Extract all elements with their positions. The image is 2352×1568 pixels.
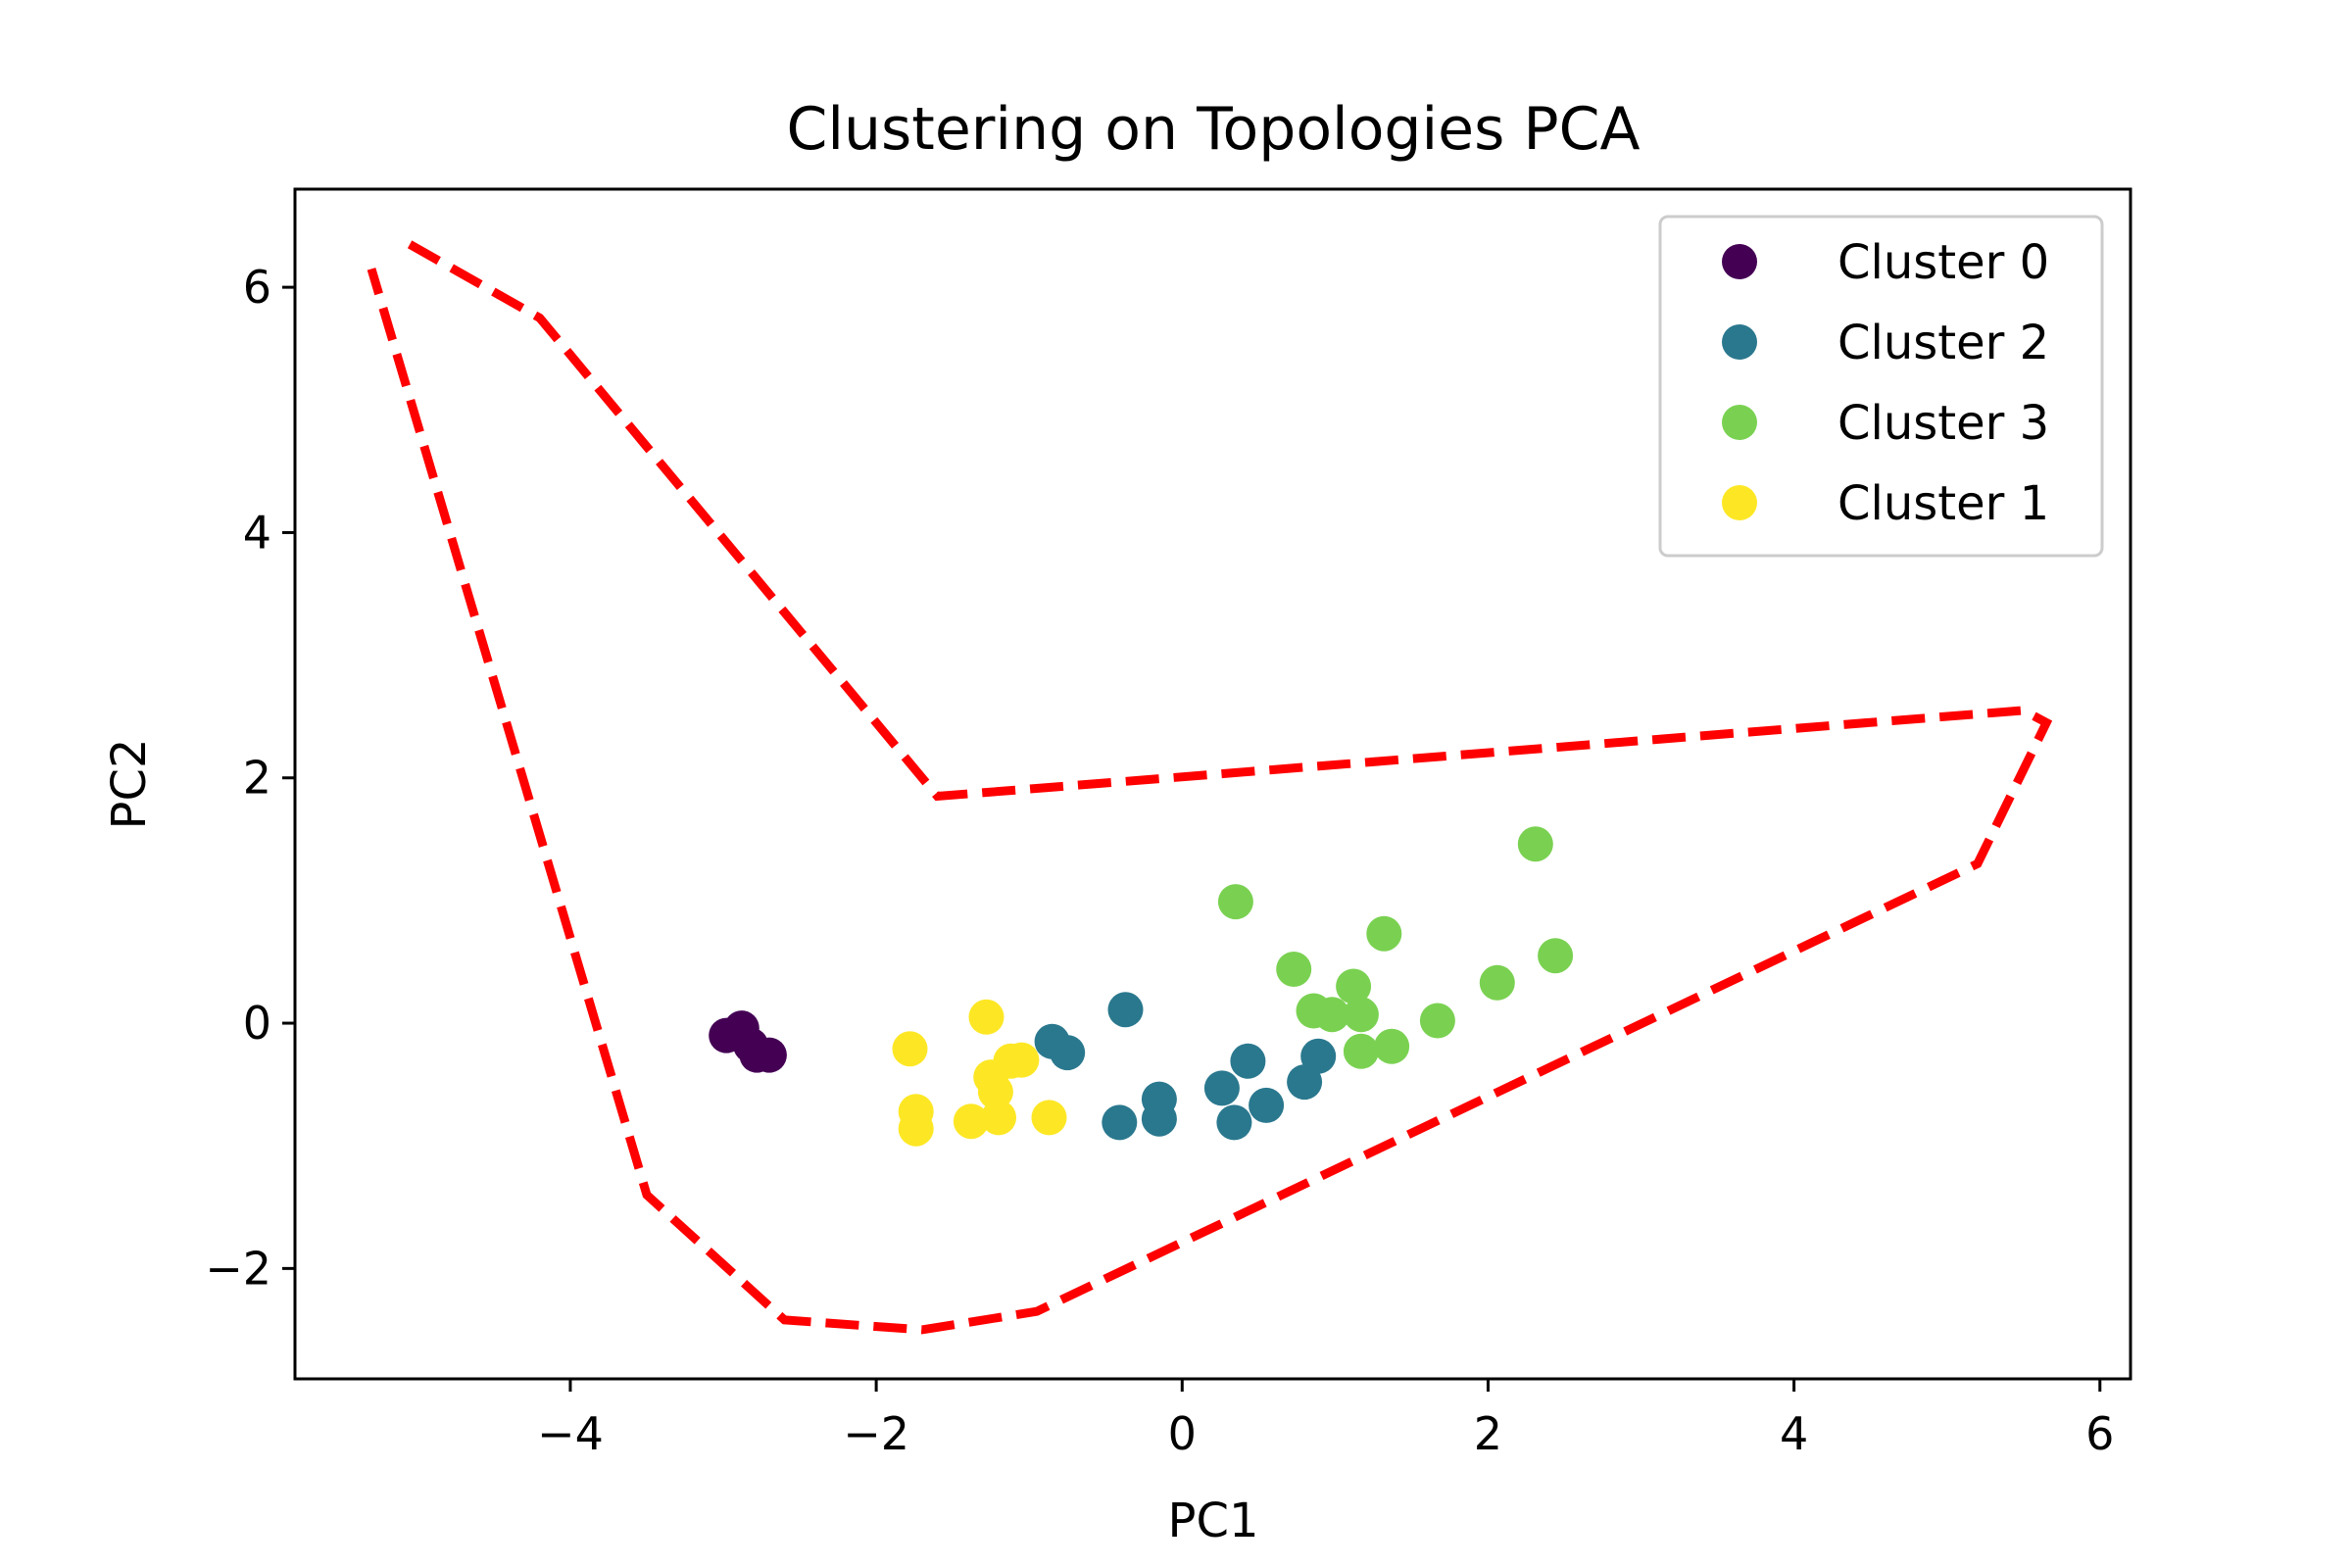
- y-tick-label: 2: [243, 752, 271, 805]
- legend-frame: [1658, 215, 2104, 558]
- y-tick-label: 0: [243, 997, 271, 1050]
- chart-title: Clustering on Topologies PCA: [786, 95, 1640, 164]
- legend-marker: [1722, 324, 1757, 360]
- point-cluster-1-0: [892, 1031, 928, 1067]
- point-cluster-3-4: [1336, 968, 1372, 1004]
- point-cluster-0-4: [751, 1037, 787, 1073]
- legend-label: Cluster 3: [1838, 396, 2049, 451]
- point-cluster-2-8: [1230, 1043, 1266, 1079]
- y-tick-label: 4: [243, 506, 271, 559]
- point-cluster-3-3: [1314, 997, 1350, 1033]
- points-layer: [709, 826, 1574, 1147]
- y-tick-label: 6: [243, 261, 271, 314]
- x-tick-label: 2: [1474, 1407, 1502, 1460]
- x-axis: −4 −2 0 2 4 6: [537, 1379, 2114, 1460]
- cluster-boundary-line: [367, 240, 2053, 1335]
- point-cluster-2-6: [1203, 1070, 1240, 1106]
- legend-label: Cluster 2: [1838, 316, 2049, 370]
- point-cluster-3-5: [1343, 997, 1379, 1033]
- point-cluster-2-9: [1249, 1087, 1285, 1123]
- point-cluster-3-10: [1479, 964, 1515, 1001]
- point-cluster-3-1: [1276, 952, 1312, 987]
- legend-label: Cluster 1: [1838, 476, 2049, 531]
- point-cluster-3-12: [1538, 938, 1574, 974]
- point-cluster-1-4: [968, 999, 1004, 1035]
- x-tick-label: 4: [1780, 1407, 1808, 1460]
- point-cluster-2-2: [1050, 1035, 1086, 1071]
- point-cluster-3-11: [1517, 826, 1553, 862]
- boundary-layer: [367, 240, 2053, 1335]
- point-cluster-1-7: [981, 1100, 1016, 1136]
- legend-marker: [1722, 485, 1757, 520]
- legend-marker: [1722, 244, 1757, 279]
- point-cluster-1-9: [1004, 1042, 1040, 1078]
- point-cluster-1-10: [1031, 1100, 1067, 1136]
- y-axis: −2 0 2 4 6: [205, 261, 295, 1295]
- y-tick-label: −2: [205, 1242, 271, 1295]
- point-cluster-1-6: [977, 1074, 1013, 1110]
- x-axis-label: PC1: [1168, 1494, 1259, 1548]
- x-tick-label: 0: [1168, 1407, 1197, 1460]
- x-tick-label: −4: [537, 1407, 604, 1460]
- point-cluster-1-2: [898, 1110, 934, 1147]
- legend-marker: [1722, 405, 1757, 440]
- legend: Cluster 0 Cluster 2 Cluster 3 Cluster 1: [1658, 215, 2104, 558]
- point-cluster-2-10: [1287, 1064, 1323, 1101]
- point-cluster-3-8: [1374, 1028, 1410, 1064]
- point-cluster-2-7: [1216, 1104, 1252, 1141]
- point-cluster-3-6: [1343, 1033, 1379, 1069]
- plot-frame: [293, 187, 2132, 1381]
- plot-area: [293, 187, 2132, 1381]
- point-cluster-2-3: [1102, 1104, 1138, 1141]
- point-cluster-1-3: [953, 1103, 989, 1140]
- point-cluster-2-5: [1141, 1101, 1177, 1137]
- legend-label: Cluster 0: [1838, 235, 2049, 290]
- x-tick-label: 6: [2085, 1407, 2114, 1460]
- y-axis-label: PC2: [102, 739, 157, 830]
- point-cluster-2-0: [1107, 992, 1144, 1028]
- x-tick-label: −2: [843, 1407, 909, 1460]
- point-cluster-3-0: [1217, 884, 1253, 920]
- point-cluster-3-7: [1366, 915, 1402, 952]
- point-cluster-3-9: [1419, 1003, 1455, 1039]
- point-cluster-2-11: [1300, 1038, 1337, 1074]
